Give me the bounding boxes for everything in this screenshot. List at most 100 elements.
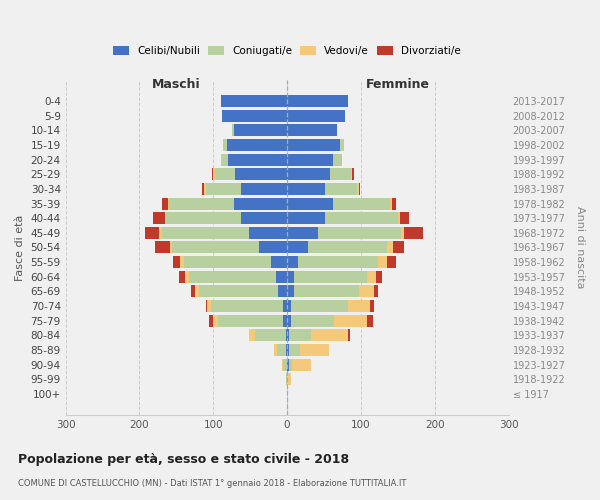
- Bar: [161, 227, 249, 239]
- Bar: [292, 358, 311, 370]
- Bar: [286, 374, 287, 386]
- Bar: [205, 183, 206, 195]
- Bar: [287, 344, 289, 356]
- Y-axis label: Anni di nascita: Anni di nascita: [575, 206, 585, 288]
- Bar: [367, 314, 373, 326]
- Bar: [359, 286, 374, 298]
- Bar: [357, 183, 359, 195]
- Bar: [391, 198, 392, 209]
- Bar: [283, 300, 287, 312]
- Bar: [291, 314, 334, 326]
- Bar: [170, 242, 172, 254]
- Bar: [223, 139, 227, 151]
- Bar: [334, 314, 367, 326]
- Bar: [398, 212, 400, 224]
- Bar: [277, 344, 286, 356]
- Bar: [287, 139, 340, 151]
- Bar: [311, 330, 349, 342]
- Bar: [287, 124, 337, 136]
- Bar: [287, 256, 298, 268]
- Bar: [161, 198, 167, 209]
- Bar: [325, 183, 357, 195]
- Text: Maschi: Maschi: [152, 78, 200, 91]
- Bar: [274, 344, 277, 356]
- Bar: [235, 168, 287, 180]
- Bar: [212, 168, 213, 180]
- Bar: [287, 110, 344, 122]
- Bar: [213, 168, 215, 180]
- Bar: [232, 124, 234, 136]
- Bar: [359, 183, 360, 195]
- Bar: [179, 271, 185, 283]
- Bar: [291, 300, 349, 312]
- Bar: [340, 139, 344, 151]
- Bar: [349, 330, 350, 342]
- Bar: [287, 242, 308, 254]
- Bar: [160, 227, 161, 239]
- Legend: Celibi/Nubili, Coniugati/e, Vedovi/e, Divorziati/e: Celibi/Nubili, Coniugati/e, Vedovi/e, Di…: [109, 42, 466, 60]
- Bar: [195, 286, 199, 298]
- Bar: [189, 271, 276, 283]
- Bar: [211, 300, 283, 312]
- Bar: [392, 198, 395, 209]
- Bar: [167, 198, 169, 209]
- Bar: [287, 183, 325, 195]
- Bar: [221, 154, 228, 166]
- Bar: [287, 154, 333, 166]
- Bar: [287, 286, 295, 298]
- Bar: [218, 314, 283, 326]
- Bar: [287, 198, 333, 209]
- Bar: [287, 314, 291, 326]
- Bar: [400, 212, 409, 224]
- Bar: [206, 183, 241, 195]
- Text: COMUNE DI CASTELLUCCHIO (MN) - Dati ISTAT 1° gennaio 2018 - Elaborazione TUTTITA: COMUNE DI CASTELLUCCHIO (MN) - Dati ISTA…: [18, 479, 406, 488]
- Bar: [287, 388, 288, 400]
- Bar: [166, 212, 241, 224]
- Bar: [287, 271, 295, 283]
- Bar: [289, 344, 299, 356]
- Bar: [298, 256, 378, 268]
- Bar: [287, 358, 289, 370]
- Bar: [287, 374, 291, 386]
- Bar: [367, 271, 376, 283]
- Bar: [286, 330, 287, 342]
- Bar: [206, 300, 208, 312]
- Y-axis label: Fasce di età: Fasce di età: [15, 214, 25, 280]
- Bar: [287, 95, 347, 107]
- Bar: [370, 300, 374, 312]
- Bar: [234, 198, 287, 209]
- Bar: [276, 271, 287, 283]
- Bar: [278, 286, 287, 298]
- Bar: [164, 212, 166, 224]
- Bar: [283, 358, 287, 370]
- Bar: [283, 314, 287, 326]
- Bar: [254, 330, 286, 342]
- Bar: [154, 212, 164, 224]
- Bar: [282, 358, 283, 370]
- Bar: [209, 314, 212, 326]
- Bar: [287, 212, 325, 224]
- Bar: [202, 183, 205, 195]
- Bar: [286, 344, 287, 356]
- Text: Femmine: Femmine: [366, 78, 430, 91]
- Bar: [289, 330, 311, 342]
- Bar: [333, 154, 342, 166]
- Bar: [234, 124, 287, 136]
- Bar: [376, 271, 382, 283]
- Bar: [172, 242, 259, 254]
- Bar: [333, 198, 391, 209]
- Bar: [249, 227, 287, 239]
- Bar: [318, 227, 401, 239]
- Bar: [145, 227, 160, 239]
- Bar: [287, 168, 330, 180]
- Bar: [155, 242, 170, 254]
- Bar: [184, 256, 271, 268]
- Bar: [221, 95, 287, 107]
- Bar: [199, 286, 278, 298]
- Bar: [401, 227, 404, 239]
- Bar: [241, 183, 287, 195]
- Bar: [180, 256, 184, 268]
- Bar: [227, 139, 287, 151]
- Bar: [208, 300, 211, 312]
- Bar: [330, 168, 350, 180]
